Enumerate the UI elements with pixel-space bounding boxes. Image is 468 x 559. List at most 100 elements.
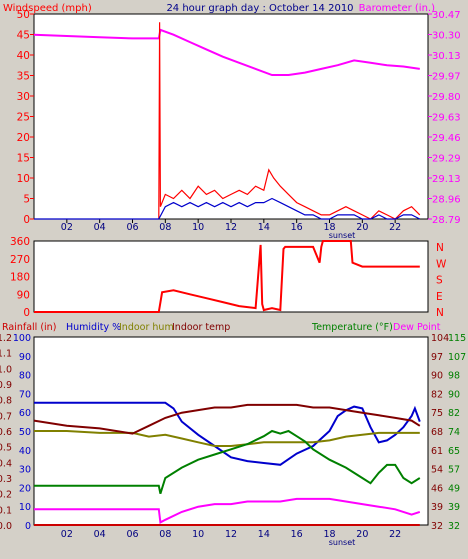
barometer-tick-label: 29.80 (432, 92, 461, 103)
barometer-ticks: 28.79 28.96 29.13 29.29 29.46 29.63 29.80 29.97… (428, 10, 461, 226)
temperature-tick-inner-label: 97 (431, 352, 443, 363)
rainfall-tick-label: 0.7 (0, 411, 12, 422)
legend-dew-point: Dew Point (393, 322, 441, 333)
humidity-tick-label: 0 (25, 521, 31, 532)
barometer-tick-label: 29.29 (432, 154, 461, 165)
rainfall-tick-label: 0.1 (0, 505, 12, 516)
temperature-tick-inner-label: 54 (431, 465, 443, 476)
humidity-temp-x-tick-label: 18 (323, 529, 335, 540)
panel-wind-baro-x-tick-label: 02 (61, 222, 73, 233)
barometer-tick-label: 29.46 (432, 133, 461, 144)
panel-wind-baro-series-line (33, 28, 420, 76)
temperature-tick-outer-label: 107 (448, 352, 466, 363)
humidity-tick-label: 80 (19, 371, 31, 382)
rainfall-tick-label: 1.0 (0, 364, 12, 375)
temperature-tick-inner-label: 32 (431, 521, 443, 532)
humidity-tick-label: 20 (19, 483, 31, 494)
panel-wind-direction (33, 240, 429, 313)
humidity-temp-series-line (33, 403, 421, 435)
humidity-ticks: 0 10 20 30 40 50 60 70 80 90 100 (13, 333, 31, 532)
barometer-tick-label: 28.79 (432, 215, 461, 226)
wind-direction-degree-label: 180 (10, 272, 30, 284)
humidity-temp-x-tick-label: 06 (126, 529, 138, 540)
rainfall-tick-label: 0.4 (0, 458, 12, 469)
humidity-temp-series-line (34, 429, 421, 494)
barometer-tick-label: 30.47 (432, 10, 461, 21)
panel-wind-baro-x-ticks: 02 04 06 08 10 12 14 16 18 20 22 (61, 222, 401, 233)
temperature-ticks-inner: 32 39 46 54 61 68 75 82 90 97 104 (431, 333, 449, 532)
windspeed-tick-label: 10 (17, 173, 30, 185)
temperature-tick-inner-label: 104 (431, 333, 449, 344)
humidity-tick-label: 90 (19, 352, 31, 363)
humidity-tick-label: 50 (19, 427, 31, 438)
rainfall-tick-label: 1.2 (0, 333, 12, 344)
wind-direction-degree-label: 0 (23, 307, 30, 319)
humidity-temp-x-tick-label: 14 (258, 529, 270, 540)
humidity-temp-x-tick-label: 20 (356, 529, 368, 540)
temperature-tick-outer-label: 90 (448, 389, 460, 400)
windspeed-tick-label: 30 (17, 91, 30, 103)
humidity-temp-series-line (34, 401, 421, 466)
temperature-tick-inner-label: 82 (431, 389, 443, 400)
rainfall-axis-label: Rainfall (in) (2, 322, 56, 333)
panel-wind-baro-x-tick-label: 04 (94, 222, 106, 233)
humidity-tick-label: 70 (19, 389, 31, 400)
rainfall-tick-label: 0.6 (0, 427, 12, 438)
wind-direction-series (34, 240, 420, 313)
temperature-tick-outer-label: 65 (448, 446, 460, 457)
rainfall-ticks: 0.0 0.1 0.2 0.3 0.4 0.5 0.6 0.7 0.8 0.9 1.0 1.1 1.2 (0, 333, 12, 532)
panel-humidity-temp (33, 336, 429, 526)
windspeed-ticks: 0 5 10 15 20 25 30 35 40 45 50 (17, 9, 34, 226)
wind-direction-degree-ticks: 0 90 180 270 360 (10, 236, 30, 319)
panel-wind-baro (33, 13, 429, 220)
rainfall-tick-label: 0.2 (0, 490, 12, 501)
humidity-tick-label: 10 (19, 502, 31, 513)
panel-wind-baro-x-tick-label: 22 (389, 222, 401, 233)
panel-wind-baro-series-line (34, 197, 421, 220)
temperature-tick-inner-label: 46 (431, 483, 443, 494)
temperature-tick-outer-label: 49 (448, 483, 460, 494)
barometer-tick-label: 28.96 (432, 195, 461, 206)
windspeed-tick-label: 25 (17, 112, 30, 124)
wind-direction-compass-label: S (436, 275, 443, 287)
barometer-tick-label: 30.30 (432, 31, 461, 42)
windspeed-tick-label: 5 (23, 194, 30, 206)
panel-wind-baro-x-tick-label: 12 (225, 222, 237, 233)
panel-wind-baro-x-tick-label: 06 (126, 222, 138, 233)
panel-wind-baro-x-tick-label: 20 (356, 222, 368, 233)
temperature-tick-inner-label: 90 (431, 371, 443, 382)
temperature-tick-inner-label: 61 (431, 446, 443, 457)
rainfall-tick-label: 1.1 (0, 349, 12, 360)
humidity-temp-x-tick-label: 04 (94, 529, 106, 540)
barometer-tick-label: 29.63 (432, 113, 461, 124)
wind-direction-degree-label: 270 (10, 254, 30, 266)
humidity-temp-series-line (34, 497, 421, 524)
rainfall-tick-label: 0.8 (0, 396, 12, 407)
panel-wind-baro-series (33, 22, 421, 220)
temperature-tick-outer-label: 82 (448, 408, 460, 419)
panel-wind-baro-x-tick-label: 16 (291, 222, 303, 233)
legend-humidity: Humidity % (66, 322, 121, 333)
windspeed-tick-label: 50 (17, 9, 30, 21)
windspeed-tick-label: 0 (23, 214, 30, 226)
temperature-tick-outer-label: 115 (448, 333, 466, 344)
humidity-temp-x-tick-label: 16 (291, 529, 303, 540)
wind-direction-compass-label: E (436, 291, 443, 303)
panel-wind-baro-x-tick-label: 18 (323, 222, 335, 233)
legend-indoor-temp: Indoor temp (172, 322, 230, 333)
humidity-temp-x-tick-label: 12 (225, 529, 237, 540)
humidity-temp-x-tick-label: 08 (159, 529, 171, 540)
windspeed-tick-label: 40 (17, 50, 30, 62)
windspeed-tick-label: 20 (17, 132, 30, 144)
barometer-tick-label: 29.97 (432, 72, 461, 83)
humidity-temp-series (33, 401, 421, 526)
humidity-temp-x-ticks: 02 04 06 08 10 12 14 16 18 20 22 (61, 529, 401, 540)
wind-direction-degree-label: 360 (10, 236, 30, 248)
humidity-tick-label: 30 (19, 465, 31, 476)
humidity-tick-label: 100 (13, 333, 31, 344)
windspeed-axis-label: Windspeed (mph) (3, 3, 92, 14)
sunset-label-bottom: sunset (329, 538, 356, 547)
panel-wind-baro-series-line (158, 22, 421, 220)
rainfall-tick-label: 0.5 (0, 443, 12, 454)
